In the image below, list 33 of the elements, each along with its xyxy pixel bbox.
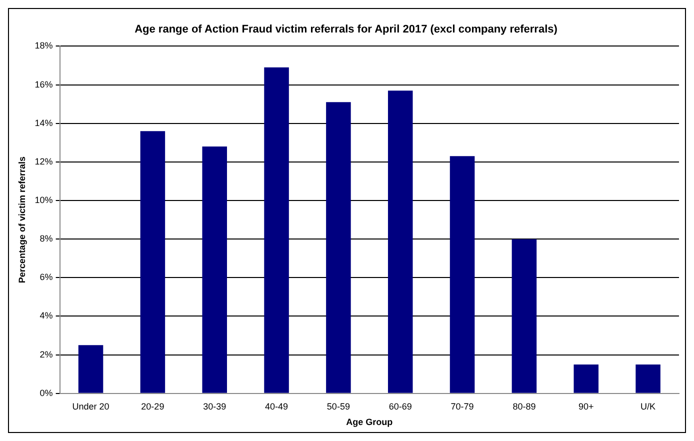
bar	[450, 156, 475, 393]
x-tick-label: 50-59	[326, 401, 350, 412]
bar	[636, 364, 660, 393]
y-tick-label: 12%	[34, 156, 53, 166]
x-tick-label: 90+	[578, 401, 594, 412]
y-tick-label: 8%	[40, 234, 53, 244]
bar	[264, 67, 289, 393]
x-tick-label: 40-49	[265, 401, 288, 412]
y-tick-label: 0%	[40, 388, 53, 398]
bar	[574, 364, 599, 393]
y-tick-label: 16%	[34, 79, 53, 90]
y-tick-label: 2%	[40, 349, 53, 360]
y-tick-label: 10%	[34, 194, 53, 205]
x-tick-label: 20-29	[141, 401, 164, 412]
x-tick-label: U/K	[640, 401, 656, 412]
x-tick-label: 80-89	[512, 401, 536, 412]
bar	[78, 345, 104, 393]
x-tick-label: 30-39	[203, 401, 226, 412]
x-tick-label: Under 20	[72, 401, 110, 412]
bar	[388, 90, 413, 393]
bar	[326, 102, 351, 393]
y-tick-label: 4%	[40, 310, 53, 321]
y-tick-label: 18%	[34, 40, 53, 51]
y-axis-title: Percentage of victim referrals	[16, 156, 27, 284]
bar	[140, 131, 166, 393]
bar	[512, 239, 537, 393]
x-tick-label: 60-69	[388, 401, 412, 412]
x-axis-title: Age Group	[346, 417, 394, 428]
y-tick-label: 6%	[40, 272, 53, 282]
chart-title: Age range of Action Fraud victim referrals for April 2017 (excl company referrals)	[134, 24, 558, 36]
bar	[202, 146, 227, 393]
y-tick-label: 14%	[34, 118, 53, 128]
x-tick-label: 70-79	[450, 401, 474, 412]
